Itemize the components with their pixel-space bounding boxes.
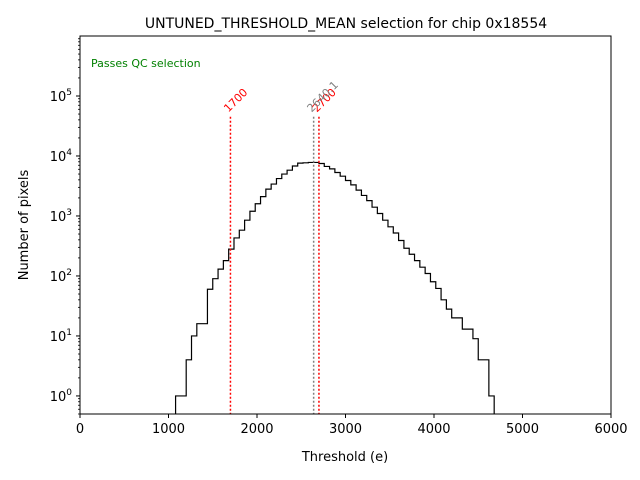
x-tick-label: 0 <box>76 422 84 437</box>
x-axis-ticks: 0 1000 2000 3000 4000 5000 6000 <box>76 414 628 437</box>
y-axis-label: Number of pixels <box>17 169 32 280</box>
x-tick-label: 5000 <box>506 422 539 437</box>
chart-title: UNTUNED_THRESHOLD_MEAN selection for chi… <box>145 16 547 32</box>
qc-annotation: Passes QC selection <box>91 57 201 70</box>
x-axis-label: Threshold (e) <box>301 450 388 465</box>
histogram-layer <box>174 161 495 414</box>
x-tick-label: 1000 <box>152 422 185 437</box>
x-tick-label: 6000 <box>594 422 627 437</box>
x-tick-label: 2000 <box>240 422 273 437</box>
histogram-outline <box>174 161 495 414</box>
x-tick-label: 4000 <box>417 422 450 437</box>
x-tick-label: 3000 <box>329 422 362 437</box>
